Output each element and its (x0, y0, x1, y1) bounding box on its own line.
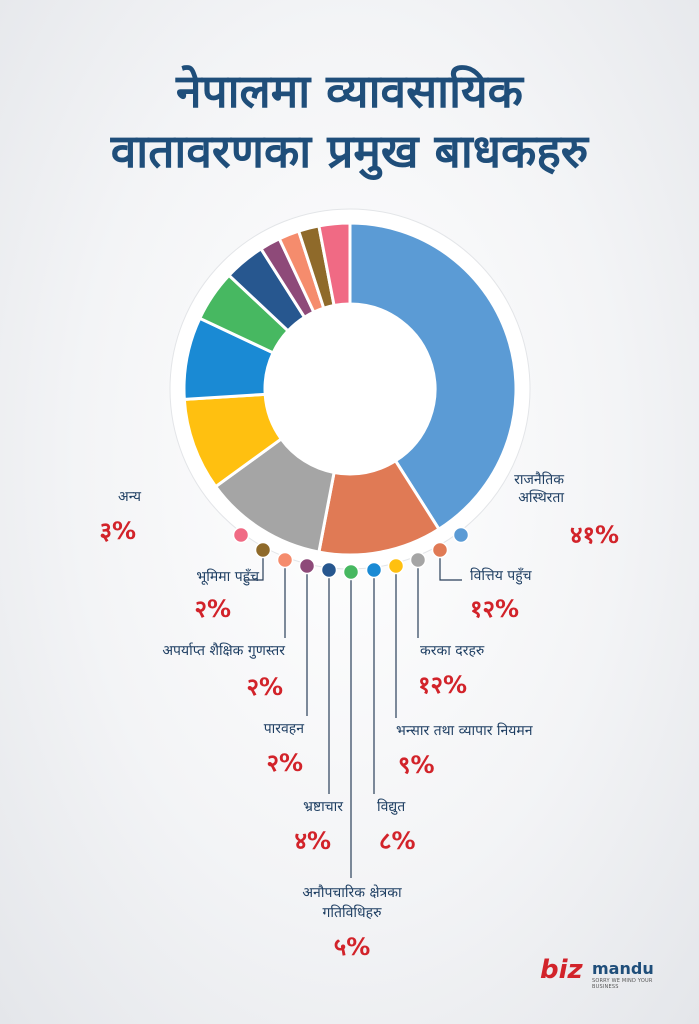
legend-dot-10 (232, 526, 250, 544)
value-electricity: ८% (379, 827, 416, 855)
legend-dot-1 (431, 541, 449, 559)
label-customs-trade: भन्सार तथा व्यापार नियमन (396, 723, 533, 739)
label-informal-sector-line2: गतिविधिहरु (322, 905, 382, 921)
value-land-access: २% (194, 595, 231, 623)
label-electricity: विद्युत (377, 799, 406, 815)
label-education-quality: अपर्याप्त शैक्षिक गुणस्तर (162, 643, 285, 659)
value-transit: २% (266, 749, 303, 777)
legend-dot-6 (320, 561, 338, 579)
label-informal-sector-line1: अनौपचारिक क्षेत्रका (302, 885, 402, 901)
leader-line-1 (439, 558, 462, 581)
value-customs-trade: ९% (398, 751, 435, 779)
value-education-quality: २% (246, 673, 283, 701)
legend-dot-4 (365, 561, 383, 579)
legend-dot-3 (387, 557, 405, 575)
legend-dot-2 (409, 551, 427, 569)
label-political-instability-line1: राजनैतिक (514, 472, 564, 488)
legend-dot-5 (342, 563, 360, 581)
logo-tagline: SORRY WE MIND YOUR BUSINESS (592, 978, 653, 990)
label-tax-rates: करका दरहरु (420, 643, 485, 659)
donut-hole (265, 304, 435, 474)
label-transit: पारवहन (263, 721, 304, 737)
page-title-line-2: वातावरणका प्रमुख बाधकहरु (110, 124, 589, 178)
value-informal-sector: ५% (333, 933, 371, 961)
value-tax-rates: १२% (418, 671, 468, 699)
legend-dot-7 (298, 557, 316, 575)
bizmandu-logo[interactable]: biz mandu SORRY WE MIND YOUR BUSINESS (540, 955, 670, 990)
legend-dot-9 (254, 541, 272, 559)
label-financial-access: वित्तिय पहुँच (470, 568, 532, 584)
value-other: ३% (99, 517, 136, 545)
legend-dot-8 (276, 551, 294, 569)
label-corruption: भ्रष्टाचार (303, 799, 343, 815)
leader-line-9 (244, 558, 264, 581)
value-financial-access: १२% (470, 595, 520, 623)
page-title-line-1: नेपालमा व्यावसायिक (175, 64, 524, 118)
value-political-instability: ४१% (569, 521, 619, 549)
value-corruption: ४% (294, 827, 331, 855)
label-other: अन्य (118, 489, 141, 505)
label-land-access: भूमिमा पहुँच (196, 569, 259, 585)
label-political-instability-line2: अस्थिरता (518, 490, 564, 506)
legend-dot-0 (452, 526, 470, 544)
logo-mandu-text: mandu (592, 959, 654, 978)
logo-biz-text: biz (540, 955, 583, 985)
